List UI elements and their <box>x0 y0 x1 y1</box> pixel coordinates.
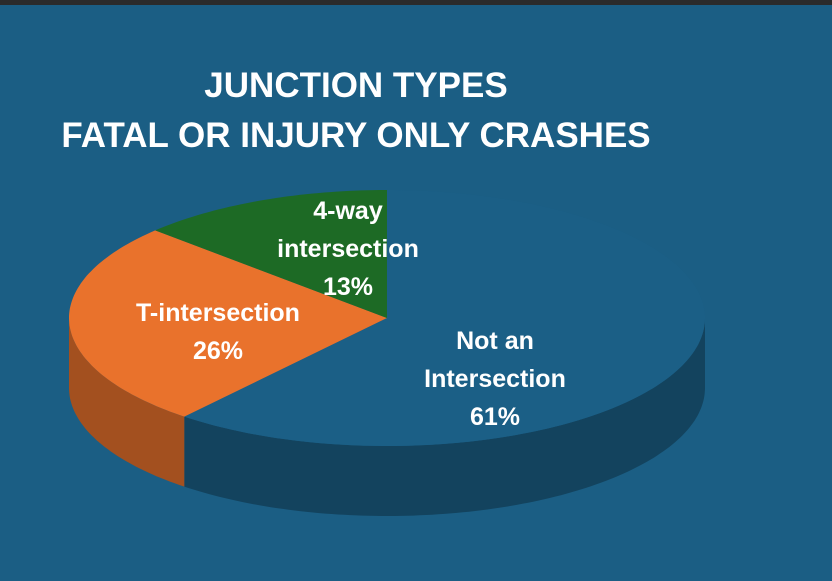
chart-subtitle: FATAL OR INJURY ONLY CRASHES <box>61 116 651 155</box>
slice-side <box>69 318 185 487</box>
pie-slice <box>184 190 706 446</box>
pie-slice <box>155 190 387 318</box>
slice-label: 4-way intersection <box>277 197 419 263</box>
pie-sides <box>69 318 706 516</box>
slice-value-label: 61% <box>469 403 521 431</box>
slice-value-label: 13% <box>322 273 374 301</box>
pie-slice <box>69 230 387 417</box>
slice-value-label: 26% <box>192 337 244 365</box>
chart-title: JUNCTION TYPES <box>204 66 508 105</box>
slice-label: T-intersection <box>136 299 300 327</box>
slice-side <box>184 318 706 516</box>
top-bar <box>0 0 832 5</box>
slice-label: Not an Intersection <box>424 327 566 393</box>
